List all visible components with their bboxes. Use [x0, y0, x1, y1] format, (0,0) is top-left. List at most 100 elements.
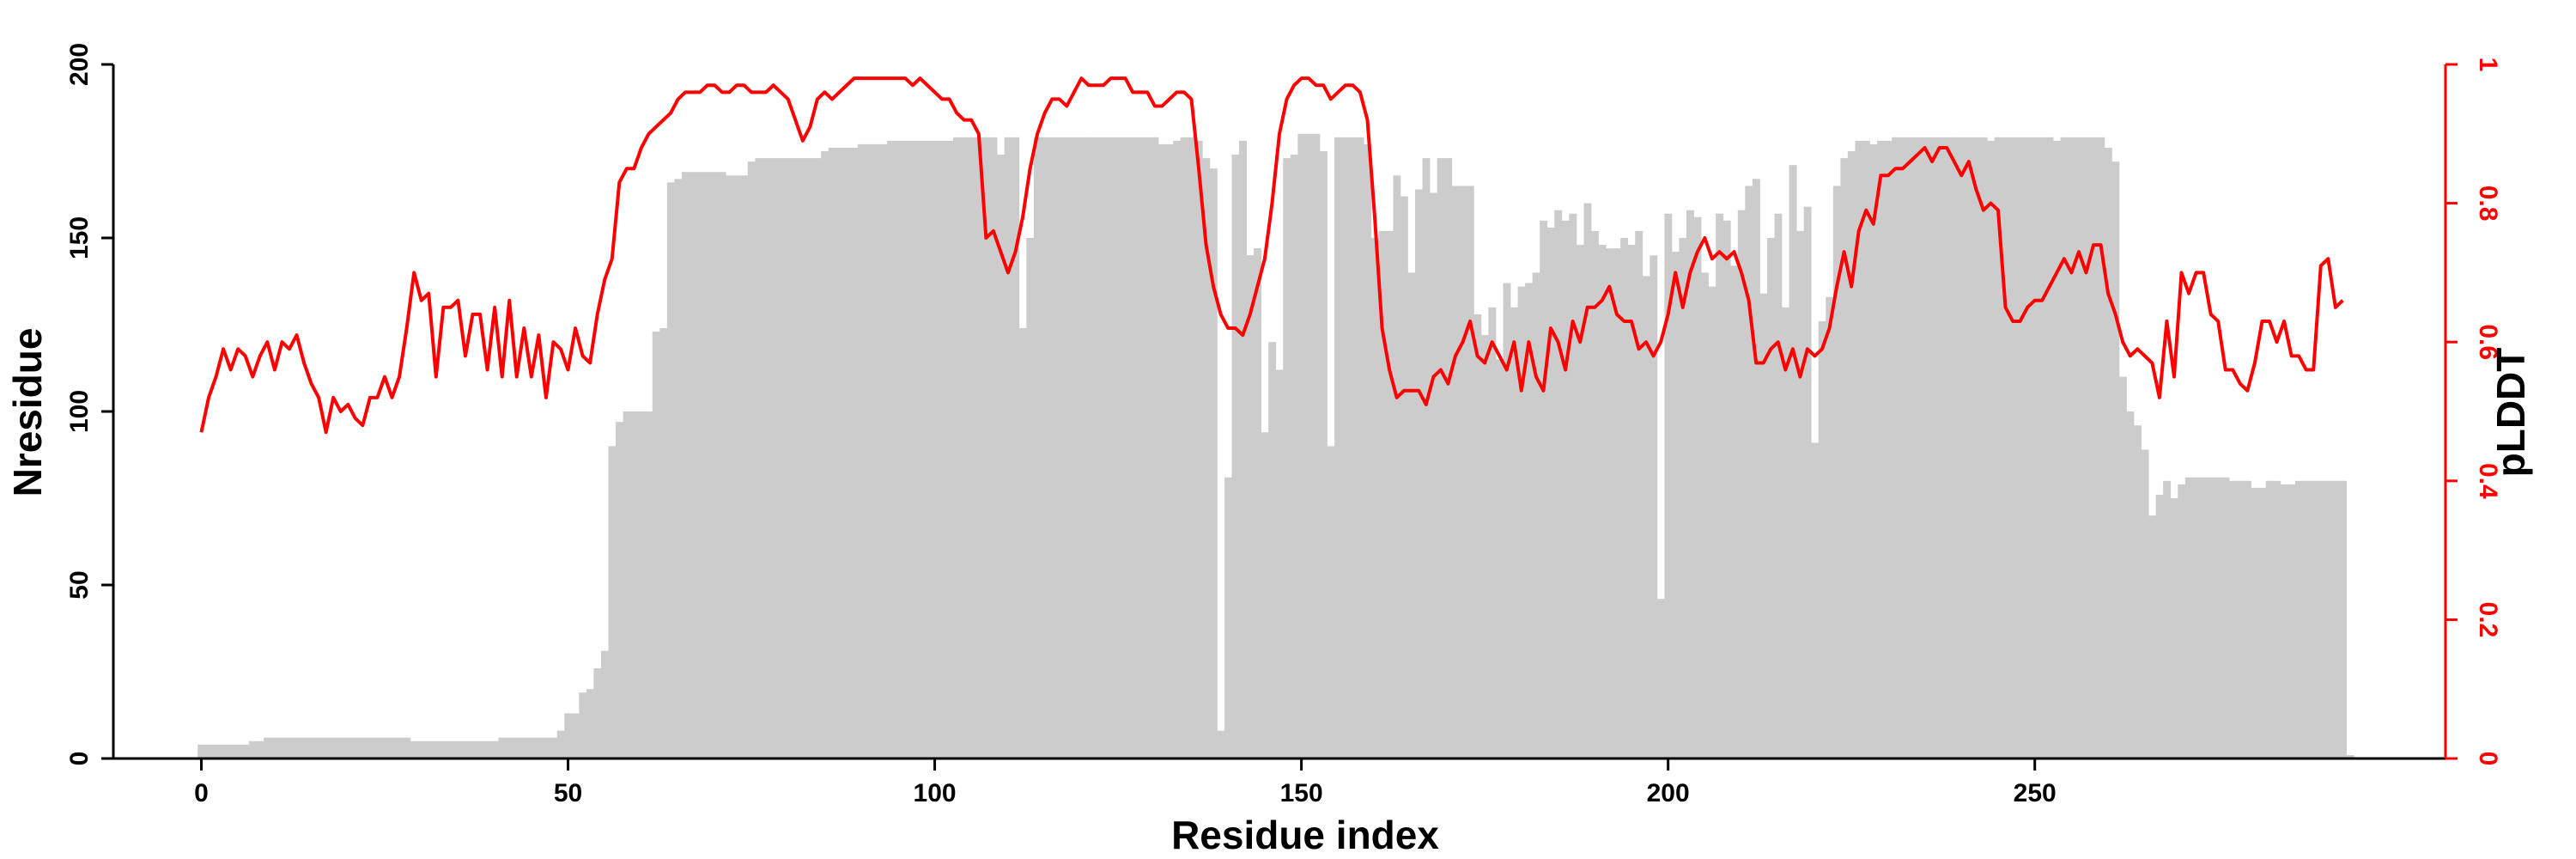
nresidue-bar: [1495, 359, 1504, 758]
nresidue-bar: [2324, 480, 2333, 758]
nresidue-bar: [432, 740, 440, 758]
nresidue-bar: [982, 137, 991, 759]
nresidue-bar: [1730, 265, 1739, 758]
nresidue-bar: [300, 737, 308, 758]
nresidue-bar: [1304, 133, 1313, 759]
plddt-line: [199, 76, 2344, 435]
nresidue-bar: [1327, 446, 1335, 758]
nresidue-bar: [1803, 206, 1812, 758]
nresidue-bar: [1268, 342, 1277, 758]
nresidue-bar: [1188, 137, 1196, 759]
nresidue-bar: [1510, 307, 1518, 758]
nresidue-bar: [872, 143, 880, 759]
nresidue-bar: [1722, 220, 1731, 758]
nresidue-bar: [329, 737, 337, 758]
nresidue-bar: [1935, 137, 1944, 759]
nresidue-bar: [1554, 210, 1563, 758]
nresidue-bar: [776, 158, 785, 758]
nresidue-bar: [1488, 307, 1497, 758]
nresidue-bar: [1026, 238, 1035, 758]
nresidue-bar: [1540, 220, 1548, 758]
nresidue-bar: [2008, 137, 2017, 759]
nresidue-bar: [2317, 480, 2325, 758]
nresidue-bar: [952, 137, 961, 759]
nresidue-bar: [579, 692, 587, 758]
nresidue-bar: [234, 744, 242, 758]
nresidue-bar: [1048, 137, 1056, 759]
nresidue-bar: [2258, 487, 2267, 758]
nresidue-bar: [1370, 238, 1379, 758]
y-axis-label: Nresidue: [5, 328, 50, 497]
nresidue-bar: [483, 740, 492, 758]
nresidue-bar: [1084, 137, 1093, 759]
right-tick-label: 0.4: [2474, 463, 2502, 499]
nresidue-bar: [1319, 151, 1327, 758]
nresidue-bar: [1606, 248, 1614, 758]
nresidue-bar: [1818, 320, 1826, 758]
nresidue-bar: [689, 172, 697, 759]
nresidue-bar: [293, 737, 301, 758]
nresidue-bar: [902, 140, 910, 758]
nresidue-bar: [1620, 238, 1629, 758]
nresidue-bar: [1987, 140, 1996, 758]
nresidue-bar: [799, 158, 807, 758]
nresidue-bar: [490, 740, 499, 758]
nresidue-bar: [1686, 210, 1694, 758]
nresidue-bar: [2236, 480, 2245, 758]
nresidue-bar: [1942, 137, 1951, 759]
nresidue-bar: [2207, 477, 2215, 758]
nresidue-bar: [1041, 137, 1049, 759]
nresidue-bar: [351, 737, 360, 758]
nresidue-bar: [762, 158, 770, 758]
nresidue-bar: [535, 737, 544, 758]
nresidue-bar: [1899, 137, 1907, 759]
nresidue-bar: [447, 740, 455, 758]
nresidue-bar: [2031, 137, 2039, 759]
nresidue-bar: [666, 182, 675, 759]
nresidue-bar: [1826, 296, 1834, 758]
nresidue-bar: [1151, 137, 1159, 759]
nresidue-bar: [857, 143, 866, 759]
nresidue-bar: [623, 411, 631, 758]
nresidue-bar: [1913, 137, 1922, 759]
nresidue-bar: [916, 140, 925, 758]
nresidue-bar: [505, 737, 513, 758]
nresidue-bar: [380, 737, 389, 758]
nresidue-bar: [1430, 192, 1438, 759]
nresidue-bar: [571, 713, 580, 758]
left-tick-label: 200: [65, 43, 94, 86]
nresidue-bar: [1855, 140, 1863, 758]
nresidue-bar: [1583, 203, 1592, 759]
nresidue-bar: [359, 737, 368, 758]
nresidue-bar: [212, 744, 221, 758]
nresidue-bar: [828, 147, 836, 758]
nresidue-bar: [997, 155, 1005, 759]
nresidue-bar: [1928, 137, 1936, 759]
nresidue-bar: [1627, 245, 1636, 759]
nresidue-bar: [366, 737, 374, 758]
nresidue-bar: [2287, 484, 2296, 758]
nresidue-bar: [1063, 137, 1071, 759]
left-tick-label: 100: [65, 390, 94, 433]
nresidue-bar: [931, 140, 939, 758]
nresidue-bar: [2118, 376, 2127, 758]
nresidue-bar: [1055, 137, 1064, 759]
nresidue-bar: [2302, 480, 2311, 758]
nresidue-bar: [718, 172, 726, 759]
nresidue-bar: [314, 737, 323, 758]
nresidue-bar: [2214, 477, 2222, 758]
nresidue-bar: [703, 172, 712, 759]
nresidue-bar: [1532, 272, 1540, 758]
nresidue-bar: [2346, 754, 2354, 758]
nresidue-bar: [2244, 480, 2252, 758]
nresidue-bar: [1517, 286, 1526, 758]
nresidue-bar: [204, 744, 213, 758]
nresidue-bar: [1180, 137, 1188, 759]
nresidue-bar: [1092, 137, 1101, 759]
right-tick-label: 0.8: [2474, 186, 2502, 222]
nresidue-bar: [2251, 487, 2259, 758]
nresidue-bars: [197, 133, 2354, 759]
nresidue-bar: [2023, 137, 2032, 759]
nresidue-bar: [740, 175, 749, 758]
nresidue-bar: [1341, 137, 1350, 759]
